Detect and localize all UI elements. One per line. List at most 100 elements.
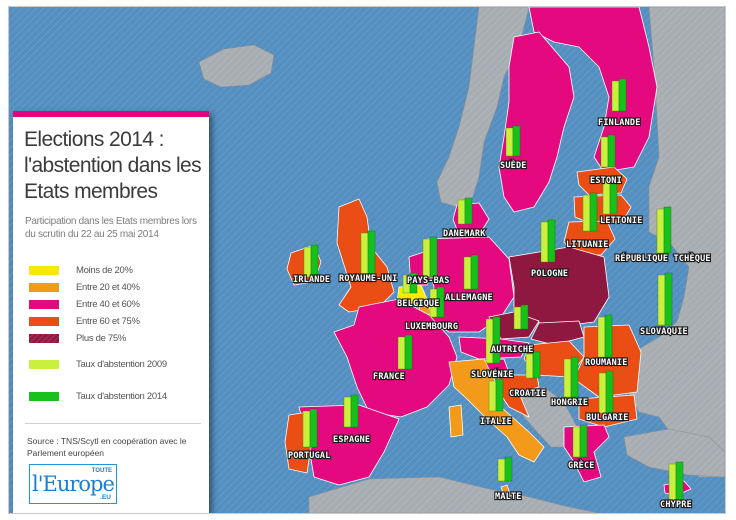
label-chypre: CHYPRE xyxy=(660,500,692,510)
legend-item-lt20: Moins de 20% xyxy=(29,265,133,276)
bar-2014 xyxy=(663,206,672,254)
bar-2014 xyxy=(512,125,521,157)
bar-2014 xyxy=(664,272,673,326)
land-turkey xyxy=(623,428,725,478)
country-romania xyxy=(573,324,642,398)
label-malte: MALTE xyxy=(495,492,522,502)
bar-2014 xyxy=(492,316,501,364)
label-finlande: FINLANDE xyxy=(598,118,641,128)
legend-item-2009: Taux d'abstention 2009 xyxy=(29,359,167,370)
bar-2014 xyxy=(607,134,616,168)
bar-2009 xyxy=(302,410,311,448)
bar-2009 xyxy=(422,238,431,278)
legend-label: Entre 40 et 60% xyxy=(76,299,140,310)
land-iceland xyxy=(198,44,275,88)
bar-2014 xyxy=(532,351,541,379)
bar-2014 xyxy=(609,177,618,215)
label-luxembourg: LUXEMBOURG xyxy=(405,322,458,332)
label-pologne: POLOGNE xyxy=(531,269,568,279)
land-north-africa xyxy=(308,476,600,513)
legend-item-40-60: Entre 40 et 60% xyxy=(29,299,140,310)
bar-2014 xyxy=(429,236,438,278)
bar-2009 xyxy=(457,199,466,225)
label-suede: SUÈDE xyxy=(500,159,527,171)
legend-swatch xyxy=(29,360,59,369)
divider xyxy=(25,423,201,424)
bar-2009 xyxy=(525,353,534,379)
bar-2014 xyxy=(605,370,614,414)
bar-2014 xyxy=(409,272,418,294)
legend-label: Entre 60 et 75% xyxy=(76,316,140,327)
bar-2014 xyxy=(404,334,413,370)
bar-2014 xyxy=(310,244,319,278)
legend-label: Entre 20 et 40% xyxy=(76,282,140,293)
legend-swatch xyxy=(29,283,59,292)
bar-2014 xyxy=(470,254,479,290)
map-frame: FINLANDE SUÈDE ESTONI LETTONIE DANEMARK … xyxy=(8,6,726,514)
label-france: FRANCE xyxy=(373,372,405,382)
label-pays-bas: PAYS-BAS xyxy=(407,276,450,286)
legend-item-20-40: Entre 20 et 40% xyxy=(29,282,140,293)
label-croatie: CROATIE xyxy=(509,389,546,399)
label-autriche: AUTRICHE xyxy=(491,345,534,355)
label-lituanie: LITUANIE xyxy=(566,240,609,250)
bar-2014 xyxy=(520,304,529,330)
country-finland xyxy=(528,7,658,173)
country-sweden xyxy=(498,31,575,213)
bar-2009 xyxy=(360,232,369,276)
bar-2009 xyxy=(463,256,472,290)
abstention-bars xyxy=(302,78,684,501)
bar-2014 xyxy=(618,78,627,112)
legend-swatch xyxy=(29,317,59,326)
country-poland xyxy=(508,246,610,328)
country-lithuania xyxy=(563,220,616,256)
label-lettonie: LETTONIE xyxy=(600,216,643,226)
bar-2009 xyxy=(488,380,497,412)
map-subtitle: Participation dans les Etats membres lor… xyxy=(25,216,197,240)
logo-main: l'Europe xyxy=(32,472,115,496)
bar-2009 xyxy=(513,306,522,330)
label-portugal: PORTUGAL xyxy=(288,451,331,461)
bar-2014 xyxy=(504,456,513,482)
bar-2009 xyxy=(485,318,494,364)
label-estonie: ESTONI xyxy=(590,176,622,186)
label-allemagne: ALLEMAGNE xyxy=(445,293,493,303)
bar-2009 xyxy=(505,127,514,157)
map-title: Elections 2014 : l'abstention dans les E… xyxy=(24,128,202,203)
toute-leurope-logo[interactable]: TOUTE l'Europe .EU xyxy=(29,464,117,504)
label-grece: GRÈCE xyxy=(568,459,595,471)
legend-panel: Elections 2014 : l'abstention dans les E… xyxy=(13,111,209,513)
country-spain xyxy=(298,404,400,486)
country-malta xyxy=(500,484,510,494)
label-espagne: ESPAGNE xyxy=(333,435,370,445)
label-roumanie: ROUMANIE xyxy=(585,358,628,368)
bar-2014 xyxy=(547,219,556,263)
bar-2009 xyxy=(303,246,312,278)
bar-2009 xyxy=(540,221,549,263)
bar-2009 xyxy=(598,372,607,414)
legend-swatch xyxy=(29,266,59,275)
label-belgique: BELGIQUE xyxy=(397,299,440,309)
legend-label: Plus de 75% xyxy=(76,333,127,344)
bar-2009 xyxy=(572,426,581,458)
bar-2009 xyxy=(563,358,572,398)
logo-bottom: .EU xyxy=(100,494,111,501)
bar-2014 xyxy=(579,424,588,458)
bar-2014 xyxy=(350,394,359,428)
legend-swatch xyxy=(29,300,59,309)
bar-2009 xyxy=(668,463,677,501)
country-labels: FINLANDE SUÈDE ESTONI LETTONIE DANEMARK … xyxy=(287,117,712,511)
bar-2014 xyxy=(675,461,684,501)
country-france xyxy=(333,298,458,418)
bar-2014 xyxy=(570,356,579,398)
label-slovenie: SLOVÉNIE xyxy=(471,368,514,380)
source-note: Source : TNS/Scytl en coopération avec l… xyxy=(27,436,187,458)
bar-2014 xyxy=(309,408,318,448)
bar-2014 xyxy=(604,314,613,358)
label-republique-tcheque: RÉPUBLIQUE TCHÈQUE xyxy=(615,252,711,264)
legend-label: Moins de 20% xyxy=(76,265,133,276)
label-slovaquie: SLOVAQUIE xyxy=(640,327,688,337)
bar-2014 xyxy=(589,192,598,232)
bar-2009 xyxy=(611,80,620,112)
label-bulgarie: BULGARIE xyxy=(586,413,629,423)
